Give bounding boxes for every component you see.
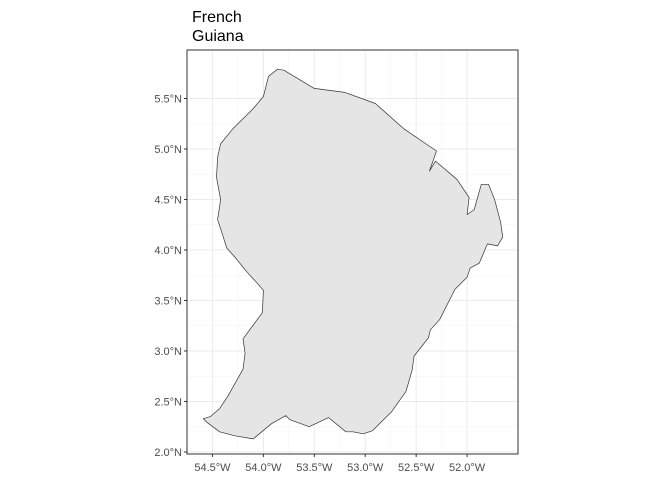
y-tick-label: 3.5°N: [154, 295, 182, 307]
chart-title-line-2: Guiana: [192, 28, 244, 45]
x-tick-label: 52.0°W: [449, 462, 486, 474]
y-tick-label: 5.0°N: [154, 144, 182, 156]
y-tick-label: 4.5°N: [154, 194, 182, 206]
y-tick-label: 4.0°N: [154, 245, 182, 257]
y-axis: 2.0°N 2.5°N 3.0°N 3.5°N 4.0°N 4.5°N 5.0°N 5.5°N: [154, 93, 187, 459]
y-tick-label: 2.5°N: [154, 396, 182, 408]
chart-title-line-1: French: [192, 9, 242, 26]
x-tick-label: 54.0°W: [245, 462, 282, 474]
y-tick-label: 5.5°N: [154, 93, 182, 105]
x-tick-label: 53.0°W: [347, 462, 384, 474]
y-tick-label: 3.0°N: [154, 346, 182, 358]
french-guiana-outline: [202, 68, 504, 440]
x-tick-label: 52.5°W: [398, 462, 435, 474]
y-tick-label: 2.0°N: [154, 447, 182, 459]
plot-panel-border: [186, 49, 519, 455]
x-tick-label: 53.5°W: [296, 462, 333, 474]
x-tick-label: 54.5°W: [194, 462, 231, 474]
x-axis: 54.5°W 54.0°W 53.5°W 53.0°W 52.5°W 52.0°W: [194, 454, 486, 474]
